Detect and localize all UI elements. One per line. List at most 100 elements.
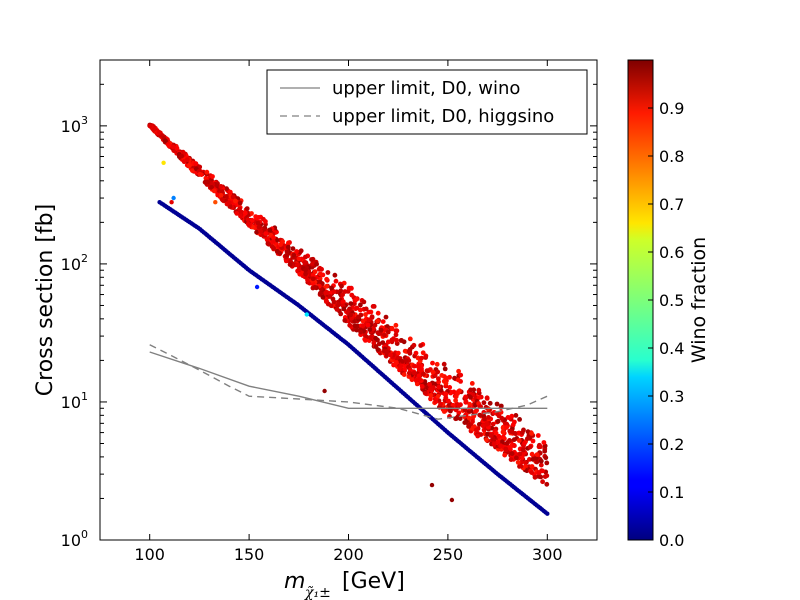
band-point: [219, 197, 225, 203]
outlier-point: [161, 160, 166, 165]
band-point: [394, 337, 399, 343]
band-point: [271, 235, 276, 241]
band-point: [226, 200, 232, 205]
band-point: [469, 381, 475, 386]
band-point: [388, 352, 393, 358]
band-point: [529, 464, 535, 469]
band-point: [255, 220, 261, 226]
band-point: [324, 298, 329, 304]
outlier-point: [322, 388, 327, 394]
band-point: [349, 292, 355, 298]
band-point: [358, 302, 363, 308]
x-tick-label: 100: [134, 545, 165, 564]
band-point: [384, 349, 390, 354]
band-point: [442, 366, 448, 372]
band-point: [430, 369, 436, 375]
band-point: [151, 126, 157, 132]
colorbar-tick-label: 0.6: [659, 243, 684, 262]
y-tick-label-exponent: 0: [81, 528, 88, 541]
band-point: [354, 296, 359, 302]
band-point: [340, 292, 345, 298]
plot-area: [99, 59, 598, 541]
band-point: [354, 305, 360, 311]
band-point: [523, 460, 528, 466]
band-point: [375, 310, 381, 316]
band-point: [332, 272, 338, 278]
band-point: [157, 130, 162, 135]
x-axis: 100 150 200 250 300: [134, 60, 563, 564]
band-point: [423, 353, 429, 359]
band-point: [340, 299, 346, 305]
higgsino-limit-line: [149, 344, 548, 420]
colorbar-tick-label: 0.4: [659, 339, 684, 358]
band-point: [347, 322, 353, 328]
band-point: [366, 317, 372, 323]
band-point: [393, 332, 399, 338]
band-point: [456, 410, 462, 416]
band-point: [509, 451, 515, 456]
band-point: [476, 395, 482, 400]
band-point: [375, 318, 380, 324]
band-point: [455, 377, 461, 383]
band-point: [284, 252, 289, 258]
band-point: [527, 457, 532, 462]
band-point: [393, 328, 399, 333]
band-point: [342, 318, 348, 323]
band-point: [418, 343, 424, 348]
band-point: [510, 422, 516, 428]
colorbar-tick-label: 0.8: [659, 147, 684, 166]
band-point: [365, 322, 371, 328]
band-point: [504, 440, 510, 446]
band-point: [422, 390, 428, 396]
colorbar-tick-label: 0.1: [659, 483, 684, 502]
outlier-point: [213, 200, 218, 205]
band-point: [234, 211, 240, 216]
band-point: [513, 413, 519, 418]
band-point: [508, 457, 514, 462]
band-point: [253, 214, 259, 220]
band-point: [354, 327, 360, 333]
band-point: [378, 327, 384, 333]
band-point: [447, 385, 453, 390]
band-point: [331, 299, 337, 305]
band-point: [435, 369, 441, 375]
band-point: [303, 267, 308, 273]
band-point: [210, 174, 215, 179]
band-point: [380, 319, 386, 324]
band-point: [238, 213, 243, 219]
band-point: [499, 439, 505, 445]
band-point: [324, 283, 330, 289]
band-point: [242, 210, 248, 216]
band-point: [455, 391, 460, 396]
band-point: [473, 427, 479, 433]
band-point: [296, 256, 302, 262]
band-point: [383, 314, 389, 320]
band-point: [482, 416, 487, 422]
band-point: [409, 377, 415, 383]
band-point: [498, 403, 504, 409]
band-point: [274, 237, 280, 243]
y-tick-label-exponent: 2: [81, 252, 88, 265]
band-point: [484, 395, 490, 401]
band-point: [466, 415, 472, 421]
band-point: [348, 301, 354, 306]
band-point: [452, 375, 457, 381]
band-point: [473, 409, 478, 414]
x-axis-label-symbol: m: [284, 569, 305, 594]
y-tick-label-exponent: 1: [81, 390, 88, 403]
band-point: [516, 438, 522, 443]
band-point: [517, 451, 523, 457]
outlier-point: [429, 482, 435, 488]
band-point: [443, 391, 449, 397]
band-point: [406, 349, 412, 354]
band-point: [504, 421, 509, 427]
band-point: [258, 228, 263, 234]
band-point: [224, 194, 229, 199]
band-point: [420, 350, 426, 356]
band-point: [468, 387, 473, 393]
colorbar-tick-label: 0.0: [659, 531, 684, 550]
band-point: [525, 436, 530, 442]
band-point: [491, 410, 497, 415]
colorbar-tick-label: 0.3: [659, 387, 684, 406]
